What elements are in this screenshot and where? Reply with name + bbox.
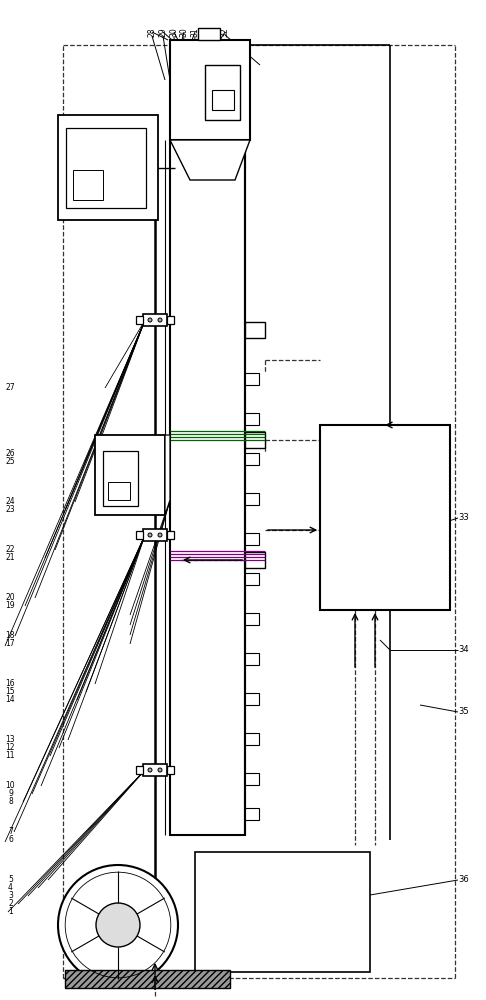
Text: 36: 36 xyxy=(458,876,469,884)
Circle shape xyxy=(96,903,140,947)
Circle shape xyxy=(158,533,162,537)
Polygon shape xyxy=(170,140,250,180)
Circle shape xyxy=(58,865,178,985)
Bar xyxy=(136,531,143,539)
Bar xyxy=(245,573,259,585)
Text: 6: 6 xyxy=(8,836,13,844)
Bar xyxy=(245,413,259,425)
Text: 21: 21 xyxy=(5,554,15,562)
Text: 11: 11 xyxy=(5,752,15,760)
Bar xyxy=(58,115,158,220)
Bar xyxy=(212,90,234,110)
Text: 3: 3 xyxy=(8,892,13,900)
Bar xyxy=(245,693,259,705)
Bar xyxy=(245,322,265,338)
Circle shape xyxy=(158,768,162,772)
Text: 15: 15 xyxy=(5,688,15,696)
Bar xyxy=(143,529,167,541)
Bar xyxy=(245,493,259,505)
Bar xyxy=(205,65,240,120)
Text: 1: 1 xyxy=(8,908,13,916)
Text: 31: 31 xyxy=(191,27,199,37)
Bar xyxy=(245,773,259,785)
Bar xyxy=(245,533,259,545)
Bar xyxy=(103,451,138,506)
Text: 7: 7 xyxy=(8,828,13,836)
Polygon shape xyxy=(165,435,170,515)
Bar xyxy=(143,314,167,326)
Bar xyxy=(66,128,146,208)
Text: 26: 26 xyxy=(5,450,15,458)
Text: 25: 25 xyxy=(5,458,15,466)
Bar xyxy=(65,970,230,988)
Bar xyxy=(95,435,165,515)
Bar xyxy=(320,425,450,610)
Text: 32: 32 xyxy=(221,27,229,37)
Text: 30: 30 xyxy=(179,27,189,37)
Text: 23: 23 xyxy=(5,506,15,514)
Bar xyxy=(245,733,259,745)
Circle shape xyxy=(148,533,152,537)
Bar xyxy=(245,432,265,448)
Bar xyxy=(245,653,259,665)
Text: 18: 18 xyxy=(5,632,15,641)
Text: 29: 29 xyxy=(158,27,168,37)
Circle shape xyxy=(148,768,152,772)
Text: 10: 10 xyxy=(5,782,15,790)
Text: 27: 27 xyxy=(5,383,15,392)
Text: 19: 19 xyxy=(5,601,15,610)
Text: 9: 9 xyxy=(8,790,13,798)
Circle shape xyxy=(158,318,162,322)
Bar xyxy=(245,808,259,820)
Bar xyxy=(245,453,259,465)
Text: 13: 13 xyxy=(5,736,15,744)
Text: 14: 14 xyxy=(5,696,15,704)
Text: 16: 16 xyxy=(5,680,15,688)
Bar xyxy=(108,482,130,500)
Bar xyxy=(198,28,220,40)
Circle shape xyxy=(148,318,152,322)
Text: 2: 2 xyxy=(8,900,13,908)
Text: 22: 22 xyxy=(5,546,15,554)
Bar xyxy=(167,766,174,774)
Bar xyxy=(73,170,103,200)
Text: 8: 8 xyxy=(8,798,13,806)
Text: 4: 4 xyxy=(8,884,13,892)
Text: 34: 34 xyxy=(458,646,469,654)
Bar xyxy=(170,140,245,835)
Bar xyxy=(245,613,259,625)
Bar xyxy=(170,40,250,140)
Bar xyxy=(195,852,370,972)
Bar xyxy=(136,316,143,324)
Text: 30: 30 xyxy=(170,27,178,37)
Bar xyxy=(167,531,174,539)
Bar xyxy=(143,764,167,776)
Text: 20: 20 xyxy=(5,593,15,602)
Text: 35: 35 xyxy=(458,708,469,716)
Bar xyxy=(245,373,259,385)
Bar xyxy=(245,552,265,568)
Text: 33: 33 xyxy=(458,514,469,522)
Text: 12: 12 xyxy=(5,744,15,752)
Text: 28: 28 xyxy=(147,27,156,37)
Bar xyxy=(167,316,174,324)
Bar xyxy=(136,766,143,774)
Text: 24: 24 xyxy=(5,497,15,506)
Text: 17: 17 xyxy=(5,640,15,648)
Text: 5: 5 xyxy=(8,876,13,884)
